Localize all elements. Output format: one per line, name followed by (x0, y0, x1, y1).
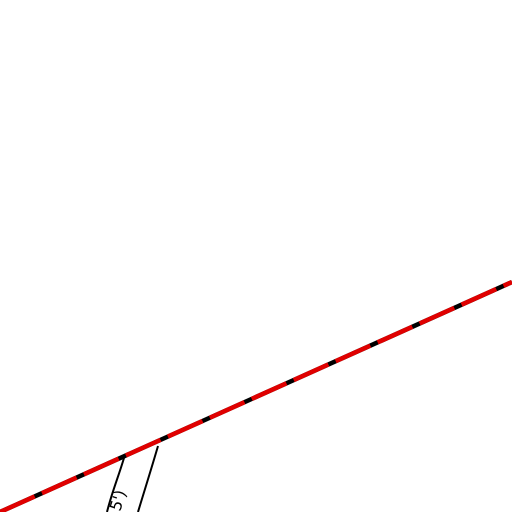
road-segment: 5') (106, 445, 159, 512)
road-label: 5') (106, 488, 131, 512)
road-edge-right (137, 445, 159, 512)
boundary-line (0, 279, 512, 512)
road-edge-left (106, 457, 125, 512)
boundary-line-dashes (0, 279, 512, 512)
